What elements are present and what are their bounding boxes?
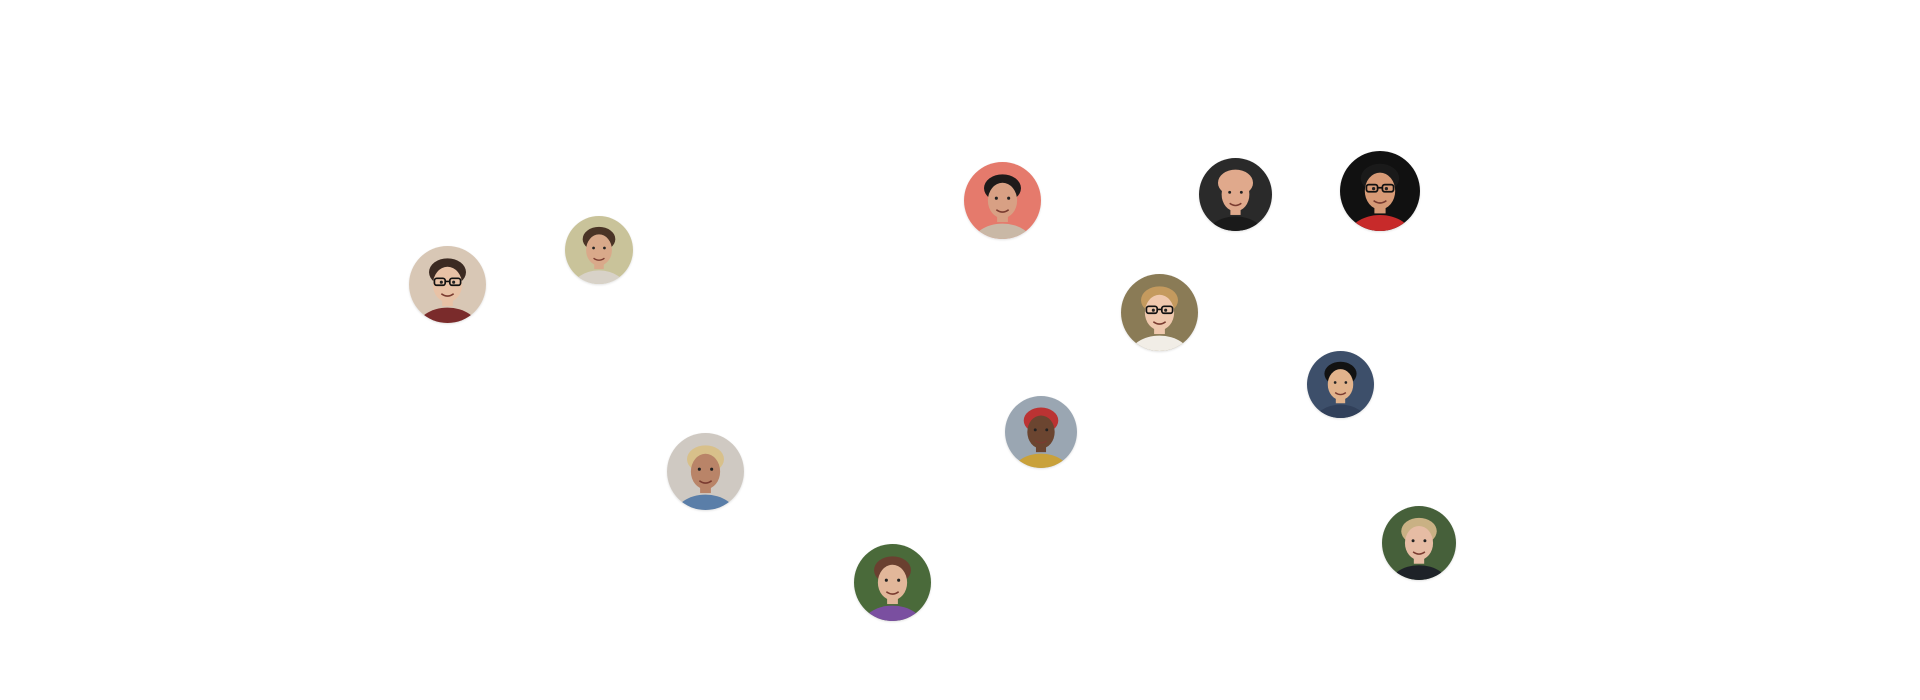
avatar-photo	[1121, 274, 1198, 351]
avatar-man-smiling[interactable]	[565, 216, 633, 284]
avatar-photo	[1382, 506, 1456, 580]
avatar-photo	[565, 216, 633, 284]
avatar-man-blond[interactable]	[1382, 506, 1456, 580]
avatar-man-bald[interactable]	[1199, 158, 1272, 231]
avatar-photo	[1307, 351, 1374, 418]
avatar-man-hat[interactable]	[667, 433, 744, 510]
avatar-man-red-cap[interactable]	[1005, 396, 1077, 468]
avatar-photo	[964, 162, 1041, 239]
avatar-woman-blonde-glasses[interactable]	[1121, 274, 1198, 351]
avatar-photo	[1199, 158, 1272, 231]
avatar-photo	[409, 246, 486, 323]
avatar-photo	[667, 433, 744, 510]
avatar-photo	[1005, 396, 1077, 468]
avatar-photo	[854, 544, 931, 621]
avatar-man-glasses[interactable]	[1340, 151, 1420, 231]
avatar-woman-glasses[interactable]	[409, 246, 486, 323]
avatar-man-smiling-black-hair[interactable]	[1307, 351, 1374, 418]
avatar-man-dark-hair[interactable]	[964, 162, 1041, 239]
avatar-photo	[1340, 151, 1420, 231]
avatar-woman-long-hair[interactable]	[854, 544, 931, 621]
